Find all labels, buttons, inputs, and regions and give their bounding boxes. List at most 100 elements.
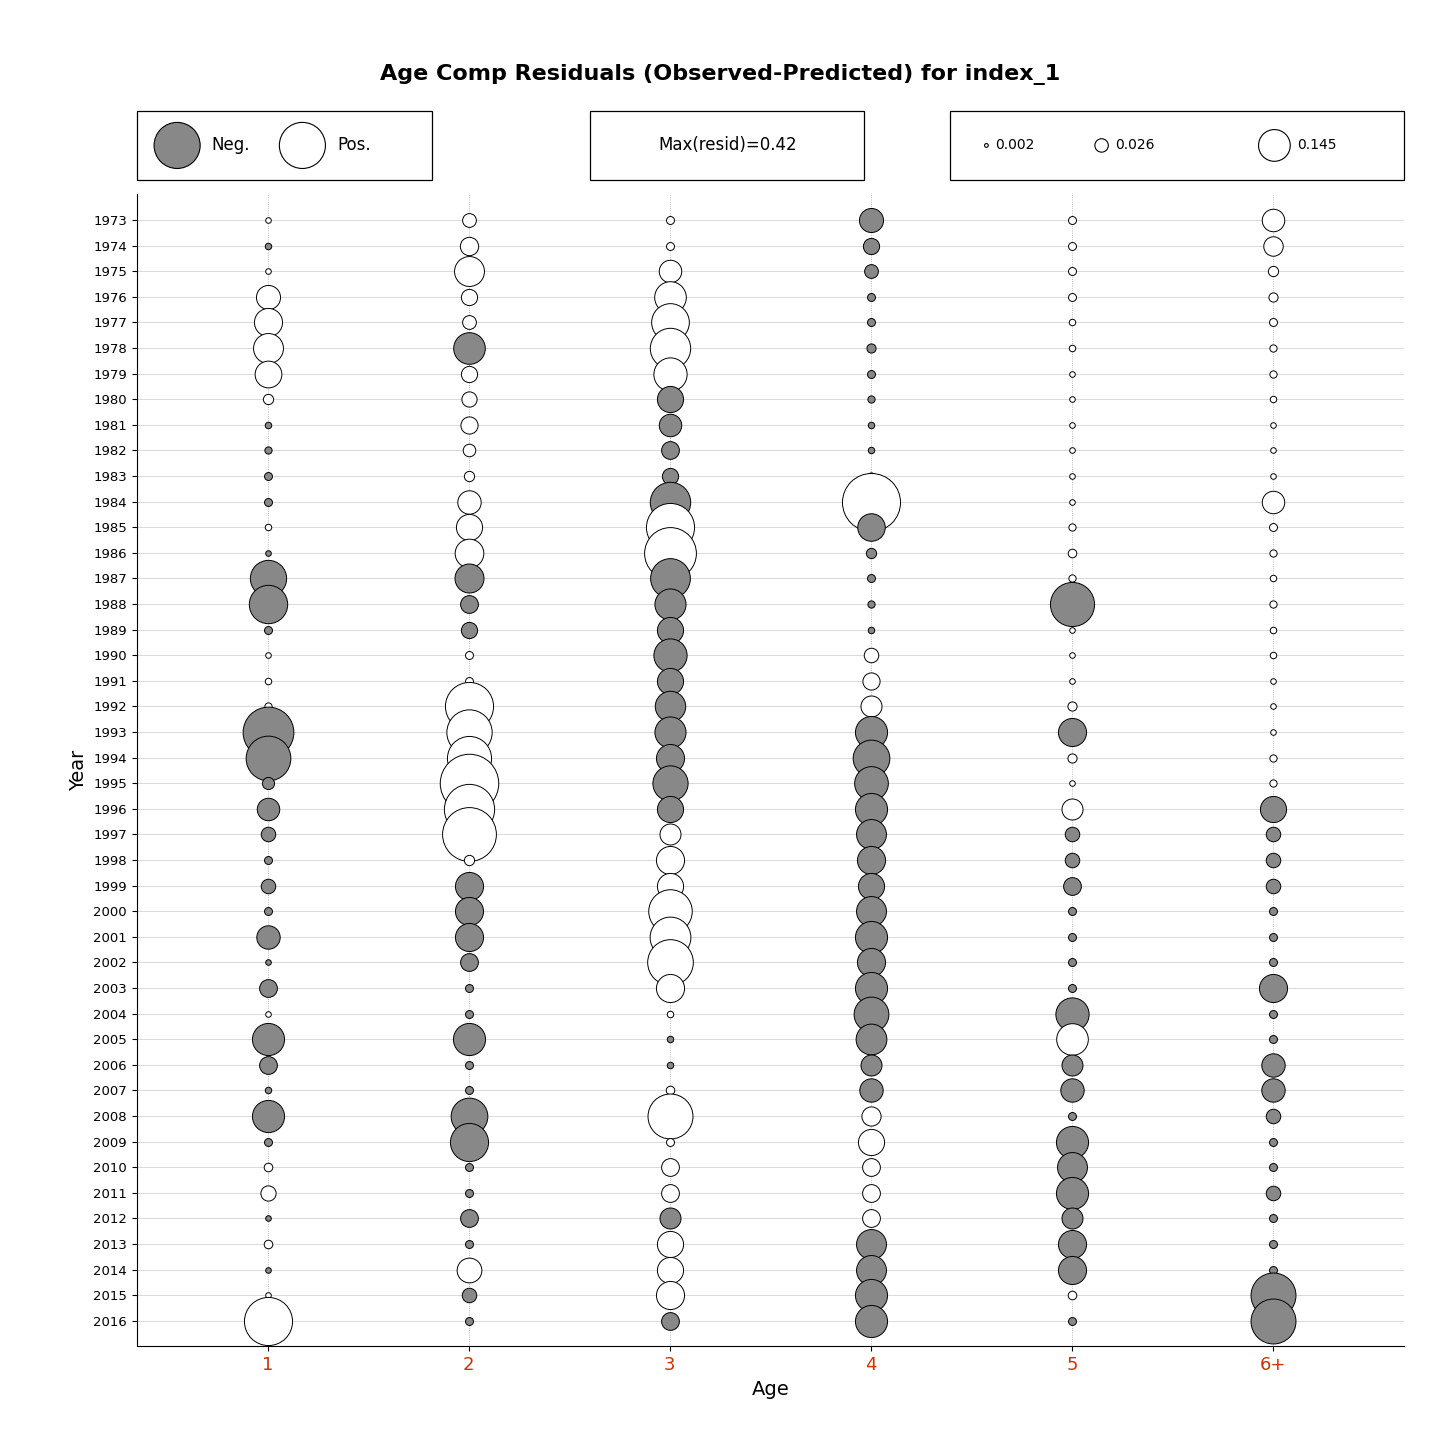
Point: [256, 1053, 279, 1076]
Point: [860, 950, 883, 973]
Point: [860, 1079, 883, 1102]
Point: [456, 822, 480, 845]
Point: [456, 1181, 480, 1204]
Point: [860, 361, 883, 384]
Point: [456, 209, 480, 232]
Point: [860, 567, 883, 590]
Point: [1061, 720, 1084, 743]
Point: [456, 465, 480, 488]
Point: [1261, 1028, 1284, 1051]
Point: [860, 644, 883, 667]
Point: [1261, 209, 1284, 232]
Point: [456, 311, 480, 334]
Point: [1261, 670, 1284, 693]
Point: [1061, 337, 1084, 360]
Text: Max(resid)=0.42: Max(resid)=0.42: [658, 137, 796, 154]
Point: [1261, 696, 1284, 719]
Point: [1061, 822, 1084, 845]
Point: [256, 465, 279, 488]
Point: [456, 337, 480, 360]
Text: Age Comp Residuals (Observed-Predicted) for index_1: Age Comp Residuals (Observed-Predicted) …: [380, 65, 1060, 85]
Point: [658, 1207, 681, 1230]
Point: [1261, 337, 1284, 360]
Point: [1061, 516, 1084, 539]
Point: [1061, 1002, 1084, 1025]
Point: [658, 798, 681, 821]
Point: [860, 1104, 883, 1128]
Point: [860, 516, 883, 539]
Point: [456, 361, 480, 384]
Point: [256, 1207, 279, 1230]
Point: [860, 235, 883, 258]
Point: [1261, 900, 1284, 923]
Point: [1261, 720, 1284, 743]
Text: 0.145: 0.145: [1297, 138, 1336, 153]
Point: [456, 1104, 480, 1128]
Point: [1261, 285, 1284, 308]
Point: [860, 1207, 883, 1230]
Point: [860, 413, 883, 436]
Point: [1061, 567, 1084, 590]
Point: [860, 541, 883, 564]
Point: [1061, 1181, 1084, 1204]
Point: [256, 1002, 279, 1025]
Point: [1261, 1283, 1284, 1306]
Point: [658, 696, 681, 719]
Point: [256, 1181, 279, 1204]
Point: [658, 541, 681, 564]
Point: [658, 209, 681, 232]
Point: [456, 950, 480, 973]
Point: [1061, 209, 1084, 232]
Point: [1061, 413, 1084, 436]
Point: [456, 439, 480, 462]
Point: [1261, 798, 1284, 821]
Point: [1061, 235, 1084, 258]
Point: [1061, 1207, 1084, 1230]
Point: [256, 670, 279, 693]
Point: [456, 798, 480, 821]
Point: [860, 670, 883, 693]
Point: [658, 976, 681, 999]
Point: [658, 1283, 681, 1306]
Point: [860, 259, 883, 282]
Point: [1261, 541, 1284, 564]
Point: [456, 285, 480, 308]
Point: [456, 772, 480, 795]
Point: [1061, 465, 1084, 488]
Point: [658, 311, 681, 334]
Point: [1261, 1233, 1284, 1256]
Point: [1261, 567, 1284, 590]
Point: [860, 209, 883, 232]
Text: Neg.: Neg.: [212, 137, 251, 154]
Point: [860, 1181, 883, 1204]
Point: [658, 1309, 681, 1332]
Point: [456, 926, 480, 949]
Point: [1061, 644, 1084, 667]
Point: [860, 1259, 883, 1282]
Point: [658, 516, 681, 539]
Point: [456, 592, 480, 615]
Point: [860, 874, 883, 897]
Point: [860, 772, 883, 795]
Point: [256, 209, 279, 232]
Point: [256, 311, 279, 334]
Point: [860, 1130, 883, 1153]
Point: [658, 848, 681, 871]
Point: [1061, 950, 1084, 973]
Point: [1061, 1079, 1084, 1102]
Y-axis label: Year: Year: [69, 750, 88, 791]
Point: [658, 1259, 681, 1282]
Point: [256, 1283, 279, 1306]
Point: [1261, 465, 1284, 488]
Point: [1061, 1233, 1084, 1256]
Point: [456, 720, 480, 743]
Point: [860, 746, 883, 769]
Text: Pos.: Pos.: [337, 137, 370, 154]
Point: [1061, 900, 1084, 923]
Point: [1061, 361, 1084, 384]
Point: [1261, 976, 1284, 999]
Point: [256, 720, 279, 743]
Point: [1061, 696, 1084, 719]
Point: [256, 1156, 279, 1179]
Point: [456, 413, 480, 436]
